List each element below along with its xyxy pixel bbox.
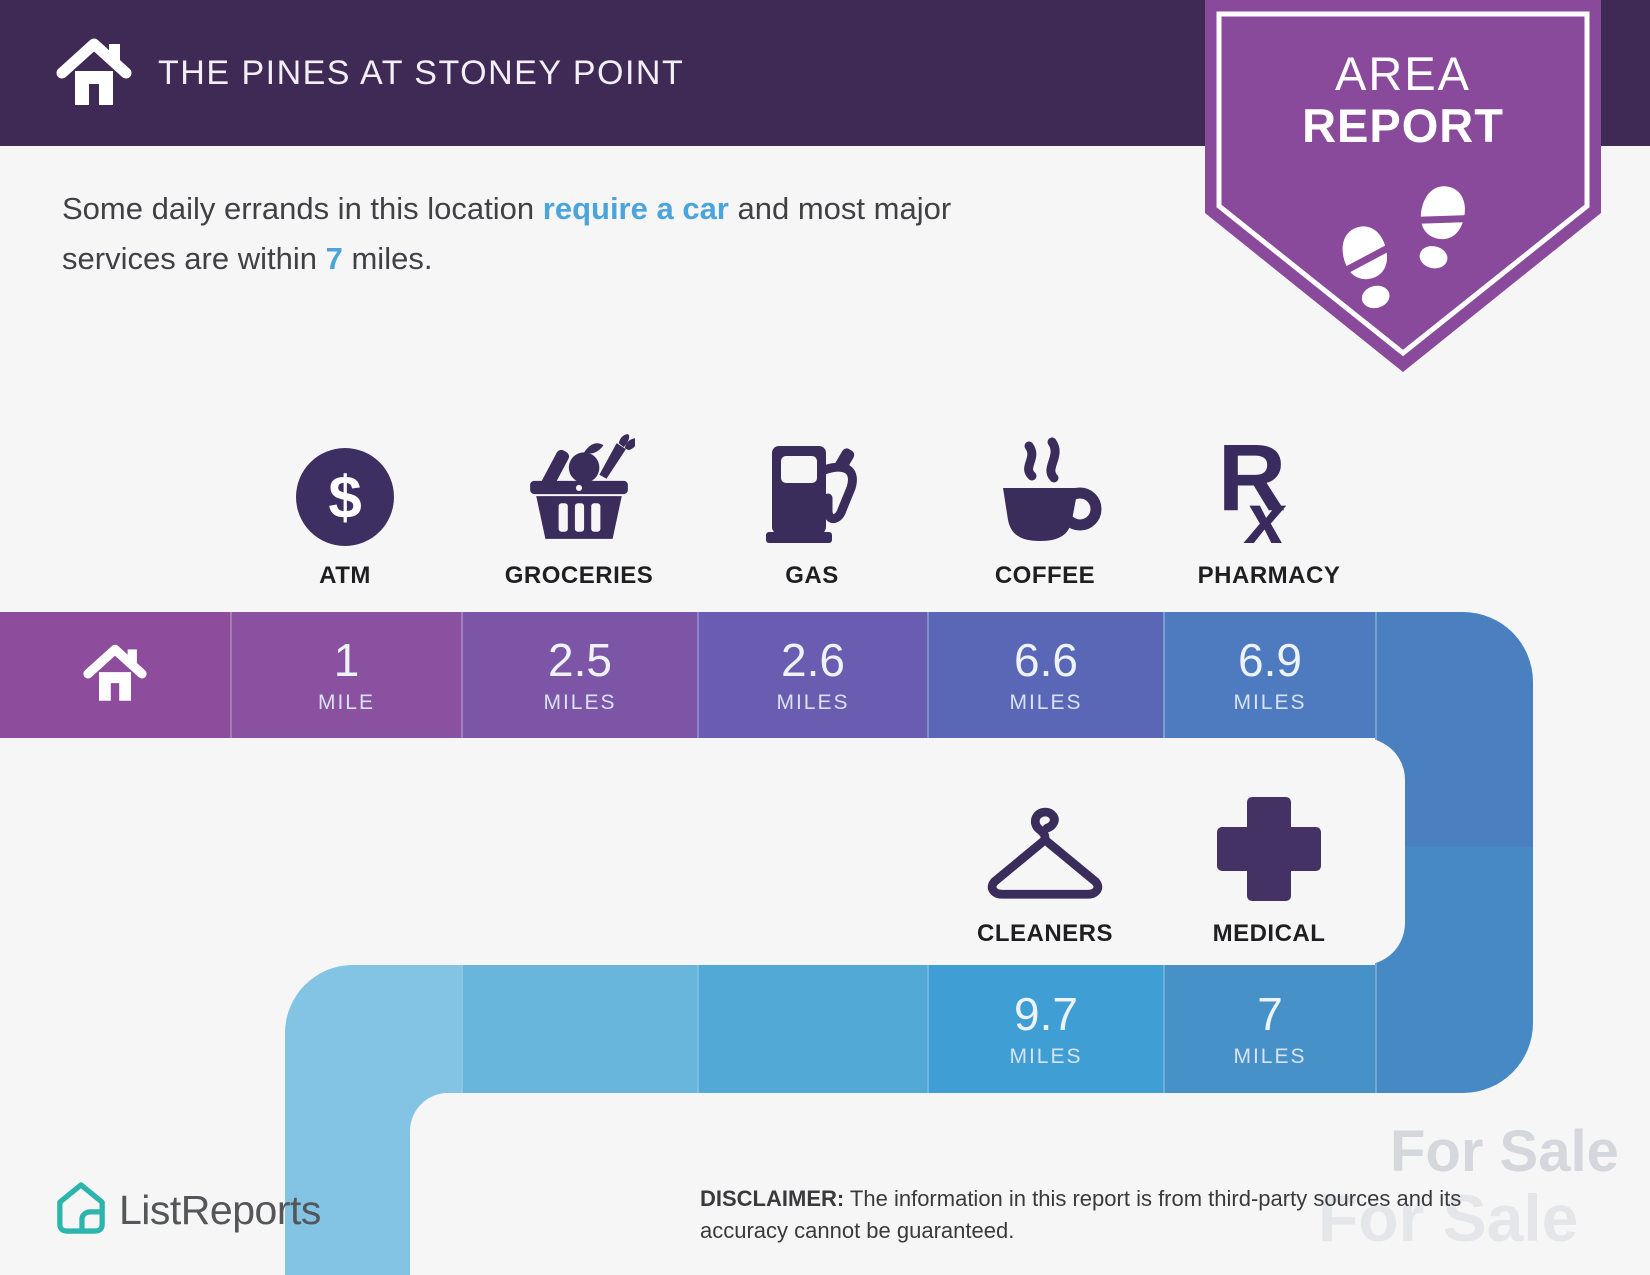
bar-segment-pharmacy: 6.9 MILES	[1163, 612, 1375, 738]
distance-value: 7	[1257, 988, 1283, 1040]
bar-notch	[410, 1093, 730, 1275]
distance-value: 9.7	[1014, 988, 1078, 1040]
service-gas: GAS	[702, 428, 922, 590]
distance-value: 2.6	[781, 634, 845, 686]
bar-segment-cleaners: 9.7 MILES	[927, 965, 1163, 1093]
coffee-cup-icon	[988, 428, 1103, 546]
bar-segment-empty-1	[461, 965, 697, 1093]
bar-segment-medical: 7 MILES	[1163, 965, 1375, 1093]
atm-icon: $	[296, 428, 394, 546]
service-pharmacy: R x PHARMACY	[1159, 428, 1379, 590]
bar-home-segment	[0, 612, 230, 738]
distance-unit: MILE	[317, 691, 375, 714]
intro-line-2: services are within 7 miles.	[62, 241, 433, 276]
disclaimer-text: The information in this report is from t…	[700, 1186, 1462, 1243]
home-icon	[83, 643, 147, 708]
bar-segment-coffee: 6.6 MILES	[927, 612, 1163, 738]
service-label: MEDICAL	[1212, 920, 1326, 947]
gas-pump-icon	[762, 428, 862, 546]
service-label: CLEANERS	[976, 920, 1113, 947]
distance-unit: MILES	[1233, 1045, 1307, 1068]
distance-value: 1	[333, 634, 360, 686]
service-atm: $ ATM	[235, 428, 455, 590]
footprints-icon	[1341, 186, 1468, 309]
groceries-icon	[523, 428, 635, 546]
bar-segment-atm: 1 MILE	[230, 612, 461, 738]
service-medical: MEDICAL	[1159, 792, 1379, 948]
service-label: COFFEE	[994, 562, 1096, 589]
bar-segment-gas: 2.6 MILES	[697, 612, 927, 738]
medical-cross-icon	[1214, 792, 1324, 904]
service-cleaners: CLEANERS	[935, 792, 1155, 948]
svg-text:R: R	[1218, 428, 1286, 532]
area-report-badge: AREA REPORT	[1205, 0, 1601, 380]
distance-unit: MILES	[1233, 691, 1307, 714]
home-icon	[56, 36, 132, 113]
bar-segment-groceries: 2.5 MILES	[461, 612, 697, 738]
rx-icon: R x	[1210, 428, 1328, 546]
distance-value: 6.6	[1014, 634, 1078, 686]
service-groceries: GROCERIES	[469, 428, 689, 590]
distance-value: 6.9	[1238, 634, 1302, 686]
distance-value: 2.5	[548, 634, 612, 686]
hanger-icon	[977, 792, 1113, 904]
badge-line1: AREA	[1335, 47, 1471, 100]
distance-unit: MILES	[543, 691, 617, 714]
service-label: GROCERIES	[504, 562, 654, 589]
service-coffee: COFFEE	[935, 428, 1155, 590]
service-label: GAS	[785, 562, 839, 589]
badge-shape	[1205, 0, 1601, 372]
disclaimer-label: DISCLAIMER:	[700, 1186, 845, 1211]
require-a-car-highlight: require a car	[542, 191, 729, 226]
page-title: THE PINES AT STONEY POINT	[158, 53, 685, 92]
distance-unit: MILES	[1009, 691, 1083, 714]
service-label: ATM	[319, 562, 371, 589]
for-sale-watermark-ghost: For Sale	[1318, 1181, 1579, 1255]
for-sale-watermark: For Sale	[1390, 1119, 1619, 1184]
brand-name: ListReports	[119, 1187, 321, 1233]
disclaimer: DISCLAIMER: The information in this repo…	[700, 1183, 1490, 1247]
bar-segment-empty-2	[697, 965, 927, 1093]
intro-line-1: Some daily errands in this location requ…	[62, 191, 952, 226]
listreports-logo: ListReports	[56, 1181, 321, 1240]
badge-line2: REPORT	[1302, 99, 1504, 152]
distance-unit: MILES	[1009, 1045, 1083, 1068]
intro-text: Some daily errands in this location requ…	[62, 184, 1102, 284]
distance-unit: MILES	[776, 691, 850, 714]
listreports-icon	[56, 1181, 106, 1240]
service-label: PHARMACY	[1197, 562, 1341, 589]
seven-miles-highlight: 7	[325, 241, 343, 276]
